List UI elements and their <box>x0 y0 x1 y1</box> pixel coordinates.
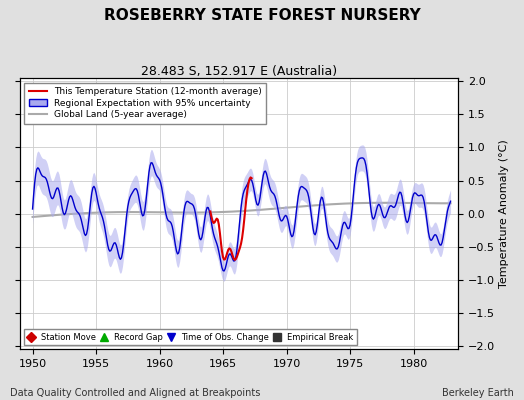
Legend: Station Move, Record Gap, Time of Obs. Change, Empirical Break: Station Move, Record Gap, Time of Obs. C… <box>24 330 357 345</box>
Y-axis label: Temperature Anomaly (°C): Temperature Anomaly (°C) <box>499 139 509 288</box>
Text: Berkeley Earth: Berkeley Earth <box>442 388 514 398</box>
Title: 28.483 S, 152.917 E (Australia): 28.483 S, 152.917 E (Australia) <box>141 65 337 78</box>
Text: Data Quality Controlled and Aligned at Breakpoints: Data Quality Controlled and Aligned at B… <box>10 388 261 398</box>
Text: ROSEBERRY STATE FOREST NURSERY: ROSEBERRY STATE FOREST NURSERY <box>104 8 420 23</box>
